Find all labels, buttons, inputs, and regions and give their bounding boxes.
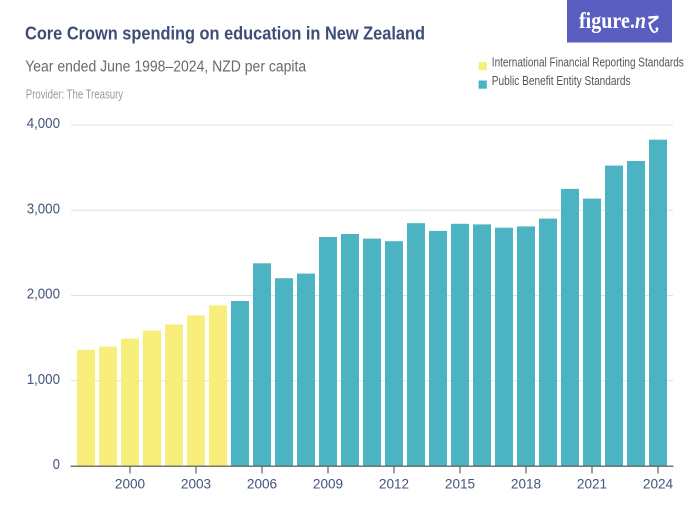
svg-text:0: 0 xyxy=(53,457,60,473)
svg-text:4,000: 4,000 xyxy=(27,116,60,132)
svg-text:Year ended June 1998–2024, NZD: Year ended June 1998–2024, NZD per capit… xyxy=(25,58,306,75)
svg-text:1,000: 1,000 xyxy=(27,372,60,388)
svg-text:International Financial Report: International Financial Reporting Standa… xyxy=(492,55,684,69)
svg-text:Public Benefit Entity Standard: Public Benefit Entity Standards xyxy=(492,74,631,88)
svg-text:3,000: 3,000 xyxy=(27,201,60,217)
svg-text:2012: 2012 xyxy=(379,476,409,492)
svg-text:2009: 2009 xyxy=(313,476,343,492)
svg-text:2021: 2021 xyxy=(577,476,607,492)
svg-text:2000: 2000 xyxy=(115,476,145,492)
svg-text:2024: 2024 xyxy=(643,476,673,492)
svg-text:2006: 2006 xyxy=(247,476,277,492)
svg-text:Provider: The Treasury: Provider: The Treasury xyxy=(26,86,124,101)
svg-text:2018: 2018 xyxy=(511,476,541,492)
svg-text:figure.n: figure.n xyxy=(579,8,646,33)
svg-text:2015: 2015 xyxy=(445,476,475,492)
svg-text:2,000: 2,000 xyxy=(27,287,60,303)
svg-text:Core Crown spending on educati: Core Crown spending on education in New … xyxy=(25,24,425,44)
svg-text:2003: 2003 xyxy=(181,476,211,492)
